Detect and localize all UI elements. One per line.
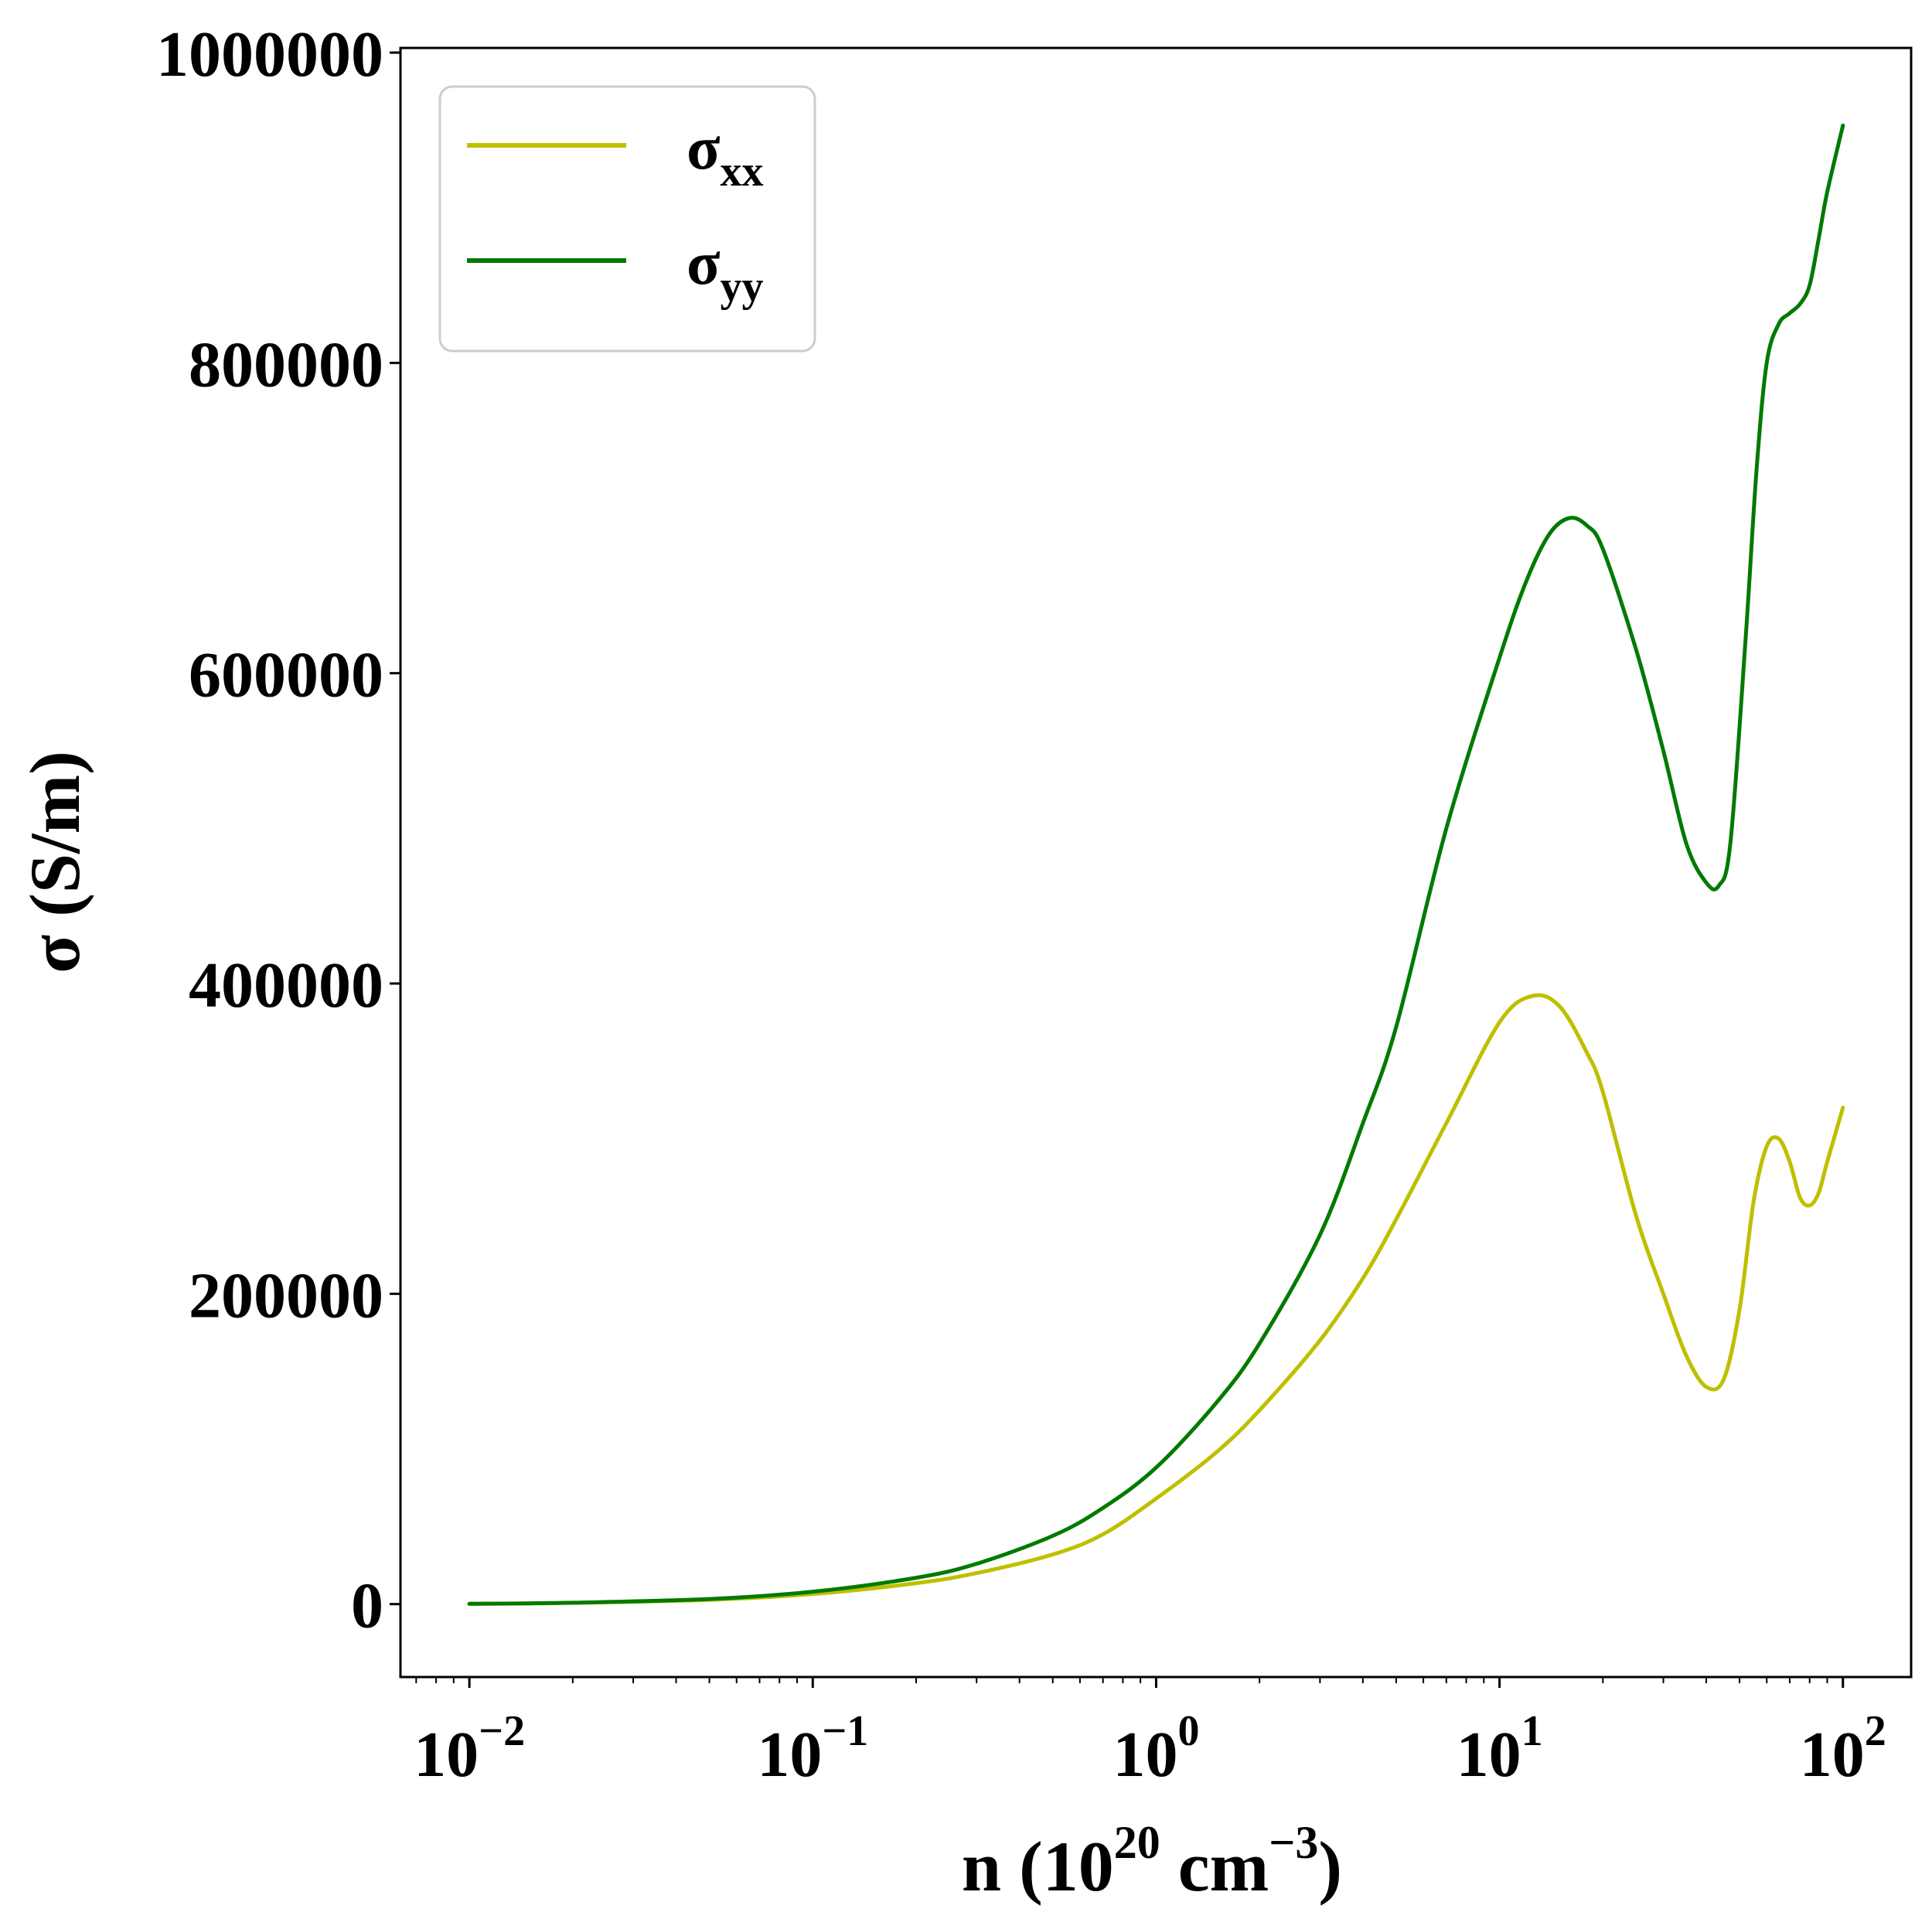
legend-label-sigma-xx: σxx bbox=[687, 114, 764, 196]
x-axis-label-exp1: 20 bbox=[1114, 1817, 1160, 1868]
y-tick-label: 800000 bbox=[189, 329, 383, 401]
x-axis-label: n (1020 cm−3) bbox=[962, 1817, 1342, 1906]
x-tick-label-base: 10 bbox=[757, 1719, 822, 1791]
legend-label-sigma-yy: σyy bbox=[687, 230, 764, 311]
series-line-sigma-xx bbox=[467, 993, 1845, 1606]
y-tick-label: 200000 bbox=[189, 1260, 383, 1331]
x-tick-label-base: 10 bbox=[1800, 1719, 1865, 1791]
x-axis-label-base: n (10 bbox=[962, 1827, 1114, 1906]
legend-label-sigma-xx-sub: xx bbox=[721, 148, 764, 196]
legend-label-sigma-yy-base: σ bbox=[687, 230, 721, 298]
x-tick-label-exponent: −2 bbox=[479, 1707, 525, 1755]
x-tick-label: 10−2 bbox=[414, 1707, 525, 1791]
x-axis-label-tail: ) bbox=[1318, 1827, 1342, 1906]
series-layer bbox=[467, 123, 1845, 1606]
x-tick-label-base: 10 bbox=[1457, 1719, 1521, 1791]
series-line-sigma-yy bbox=[467, 123, 1845, 1606]
y-axis-label: σ (S/m) bbox=[15, 751, 94, 973]
x-axis-label-mid: cm bbox=[1160, 1827, 1269, 1906]
x-tick-label: 101 bbox=[1457, 1707, 1543, 1791]
y-tick-label: 0 bbox=[351, 1570, 383, 1642]
x-tick-label-exponent: 0 bbox=[1177, 1707, 1199, 1755]
x-tick-label: 100 bbox=[1113, 1707, 1199, 1791]
legend-box bbox=[438, 85, 816, 353]
y-tick-label: 600000 bbox=[189, 639, 383, 711]
y-tick-label: 1000000 bbox=[156, 19, 383, 90]
x-tick-label-exponent: 1 bbox=[1521, 1707, 1543, 1755]
x-tick-label-base: 10 bbox=[1113, 1719, 1177, 1791]
y-axis-ticks: 0 200000 400000 600000 800000 1000000 bbox=[156, 19, 400, 1642]
x-axis-ticks: 10−2 10−1 100 101 102 bbox=[414, 1677, 1886, 1791]
x-tick-label-exponent: 2 bbox=[1865, 1707, 1886, 1755]
legend-label-sigma-yy-sub: yy bbox=[721, 263, 764, 311]
x-axis-label-exp2: −3 bbox=[1269, 1817, 1318, 1868]
legend-label-sigma-xx-base: σ bbox=[687, 114, 721, 182]
y-tick-label: 400000 bbox=[189, 949, 383, 1021]
legend: σxx σyy bbox=[438, 85, 816, 353]
x-tick-label: 102 bbox=[1800, 1707, 1886, 1791]
x-tick-label-exponent: −1 bbox=[822, 1707, 868, 1755]
x-tick-label: 10−1 bbox=[757, 1707, 868, 1791]
x-tick-label-base: 10 bbox=[414, 1719, 479, 1791]
